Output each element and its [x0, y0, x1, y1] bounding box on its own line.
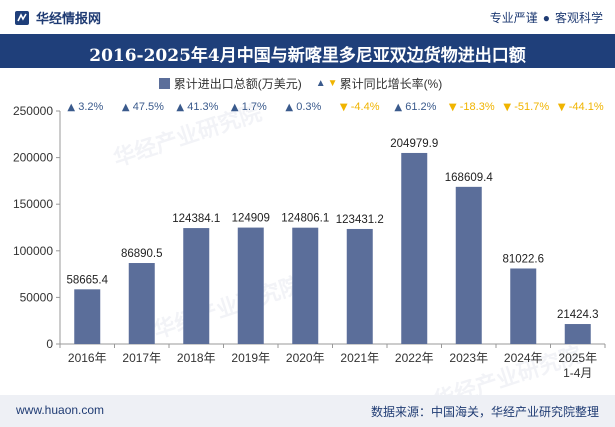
growth-up-triangle-icon: ▲: [122, 102, 130, 113]
bar-value-label: 124909: [232, 213, 270, 225]
growth-rate-label: -4.4%: [351, 101, 380, 113]
y-tick-label: 150000: [13, 197, 53, 211]
x-tick-label: 2018年: [177, 351, 216, 365]
bar: [292, 227, 319, 344]
x-tick-label: 2021年: [340, 351, 379, 365]
y-tick-label: 50000: [20, 290, 54, 304]
bar: [401, 152, 428, 344]
bar-value-label: 21424.3: [557, 309, 599, 321]
growth-rate-label: -18.3%: [460, 101, 495, 113]
growth-down-triangle-icon: ▼: [503, 102, 511, 113]
growth-up-triangle-icon: ▲: [394, 102, 402, 113]
legend-label-growth: 累计同比增长率(%): [339, 76, 443, 91]
bar: [183, 228, 210, 344]
y-tick-label: 100000: [13, 244, 53, 258]
tag-left: 专业严谨: [489, 11, 538, 25]
chart-legend: 累计进出口总额(万美元) ▲ ▼ 累计同比增长率(%): [0, 74, 615, 92]
growth-up-triangle-icon: ▲: [231, 102, 239, 113]
footer: www.huaon.com 数据来源：中国海关，华经产业研究院整理: [0, 395, 615, 427]
legend-up-triangle-icon: ▲: [315, 77, 326, 89]
footer-website: www.huaon.com: [16, 403, 105, 417]
growth-up-triangle-icon: ▲: [176, 102, 184, 113]
bar: [128, 263, 155, 344]
x-tick-label: 2022年: [395, 351, 434, 365]
growth-down-triangle-icon: ▼: [449, 102, 457, 113]
chart-title: 2016-2025年4月中国与新喀里多尼亚双边货物进出口额: [89, 46, 526, 66]
chart-plot: 0 50000 100000 150000 200000 250000 58665.4 201…: [13, 101, 606, 380]
title-bar: 2016-2025年4月中国与新喀里多尼亚双边货物进出口额: [0, 34, 615, 68]
top-bar: 华经情报网 专业严谨 ● 客观科学: [0, 0, 615, 34]
bar: [564, 324, 591, 344]
x-tick-label: 2017年: [122, 351, 161, 365]
brand-name: 华经情报网: [36, 11, 102, 26]
y-tick-label: 200000: [13, 151, 53, 165]
legend-down-triangle-icon: ▼: [327, 77, 338, 89]
growth-rate-label: -44.1%: [569, 101, 604, 113]
growth-down-triangle-icon: ▼: [340, 102, 348, 113]
tag-right: 客观科学: [554, 11, 603, 25]
growth-rate-label: 1.7%: [242, 101, 267, 113]
bar: [74, 289, 101, 344]
bar-value-label: 124806.1: [281, 213, 329, 225]
bar-value-label: 81022.6: [502, 253, 544, 265]
growth-up-triangle-icon: ▲: [285, 102, 293, 113]
bar: [510, 268, 537, 344]
x-tick-label: 2025年: [558, 351, 597, 365]
bar: [346, 228, 373, 344]
x-tick-label: 2019年: [231, 351, 270, 365]
legend-bar-swatch: [158, 77, 170, 89]
bar-value-label: 204979.9: [390, 138, 438, 150]
tag-separator: ●: [542, 11, 550, 25]
growth-rate-label: 61.2%: [405, 101, 436, 113]
growth-rate-label: 0.3%: [296, 101, 321, 113]
x-tick-label: 2023年: [449, 351, 488, 365]
bar-value-label: 124384.1: [172, 213, 220, 225]
bar-value-label: 86890.5: [121, 248, 163, 260]
brand: 华经情报网: [14, 8, 101, 27]
x-tick-label: 2024年: [504, 351, 543, 365]
growth-rate-label: -51.7%: [514, 101, 549, 113]
x-tick-label-continuation: 1-4月: [563, 366, 592, 380]
growth-rate-label: 41.3%: [187, 101, 218, 113]
x-tick-label: 2016年: [68, 351, 107, 365]
tagline: 专业严谨 ● 客观科学: [490, 9, 603, 26]
growth-rate-label: 47.5%: [133, 101, 164, 113]
y-tick-label: 0: [46, 337, 53, 351]
bar: [455, 186, 482, 344]
growth-up-triangle-icon: ▲: [67, 102, 75, 113]
bar: [237, 227, 264, 344]
growth-rate-label: 3.2%: [78, 101, 103, 113]
legend-item-total: 累计进出口总额(万美元): [158, 75, 302, 92]
growth-down-triangle-icon: ▼: [558, 102, 566, 113]
bar-value-label: 168609.4: [445, 172, 494, 184]
bar-value-label: 58665.4: [66, 274, 108, 286]
legend-item-growth: ▲ ▼ 累计同比增长率(%): [316, 75, 442, 92]
footer-source: 数据来源：中国海关，华经产业研究院整理: [370, 405, 599, 419]
legend-label-total: 累计进出口总额(万美元): [173, 76, 302, 91]
bar-value-label: 123431.2: [336, 214, 384, 226]
y-tick-label: 250000: [13, 104, 53, 118]
brand-logo-icon: [15, 10, 29, 25]
x-tick-label: 2020年: [286, 351, 325, 365]
